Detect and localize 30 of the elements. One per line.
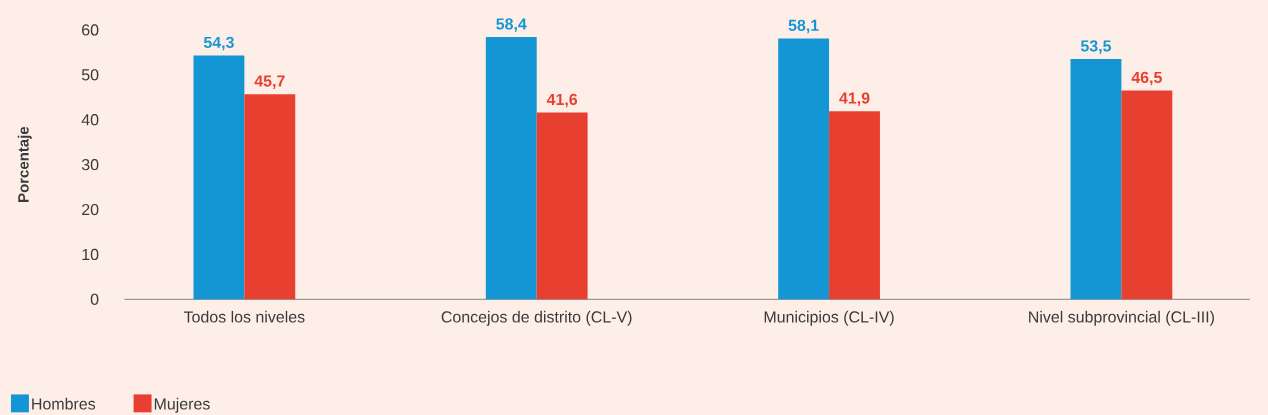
y-tick-label: 10 [82, 248, 99, 261]
y-tick-label: 60 [82, 24, 99, 36]
bar [829, 111, 880, 300]
bar [1070, 59, 1122, 300]
data-label: 41,9 [839, 92, 870, 106]
bar [244, 94, 296, 300]
bar [193, 55, 245, 300]
x-tick-label: Nivel subprovincial (CL-III) [1029, 310, 1214, 326]
data-label: 58,1 [788, 19, 819, 34]
legend-label: Hombres [32, 397, 96, 410]
bar [536, 112, 588, 300]
x-tick-label: Todos los niveles [183, 310, 305, 323]
bar [778, 38, 830, 300]
data-label: 53,5 [1080, 40, 1112, 54]
y-tick-label: 20 [82, 203, 99, 216]
legend-label: Mujeres [154, 397, 210, 413]
y-tick-label: 40 [81, 114, 99, 126]
data-label: 45,7 [254, 75, 285, 89]
y-tick-label: 50 [81, 69, 99, 81]
bar [1121, 90, 1173, 300]
x-tick-label: Municipios (CL-IV) [764, 310, 894, 326]
data-label: 46,5 [1131, 71, 1162, 86]
data-label: 41,6 [546, 93, 578, 108]
y-tick-label: 30 [81, 158, 99, 171]
data-label: 58,4 [496, 18, 527, 32]
bar [485, 37, 537, 300]
data-label: 54,3 [203, 36, 234, 51]
y-tick-label: 0 [90, 293, 99, 305]
x-tick-label: Concejos de distrito (CL-V) [441, 310, 632, 326]
y-axis-title: Porcentaje [17, 126, 32, 202]
